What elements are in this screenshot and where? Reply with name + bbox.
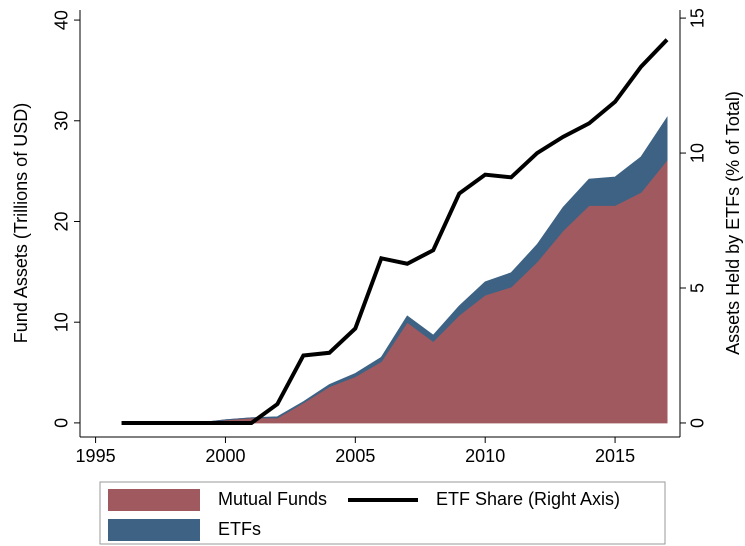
y-tick-label: 20 bbox=[52, 211, 72, 231]
y-tick-label: 40 bbox=[52, 10, 72, 30]
x-tick-label: 2005 bbox=[335, 446, 375, 466]
y-tick-label: 10 bbox=[52, 312, 72, 332]
legend-label: Mutual Funds bbox=[218, 489, 327, 509]
legend-swatch bbox=[108, 489, 200, 511]
y-tick-label: 0 bbox=[52, 418, 72, 428]
x-tick-label: 2010 bbox=[465, 446, 505, 466]
legend-swatch bbox=[108, 519, 200, 541]
legend-label: ETF Share (Right Axis) bbox=[436, 489, 620, 509]
y2-tick-label: 15 bbox=[688, 8, 708, 28]
area bbox=[121, 116, 668, 424]
x-tick-label: 1995 bbox=[76, 446, 116, 466]
line bbox=[121, 38, 669, 425]
y-axis-title: Fund Assets (Trillions of USD) bbox=[11, 103, 31, 343]
y-tick-label: 30 bbox=[52, 111, 72, 131]
y2-axis-title: Assets Held by ETFs (% of Total) bbox=[723, 91, 743, 355]
x-tick-label: 2015 bbox=[595, 446, 635, 466]
y2-tick-label: 5 bbox=[688, 283, 708, 293]
y2-tick-label: 0 bbox=[688, 418, 708, 428]
legend-label: ETFs bbox=[218, 519, 261, 539]
y2-tick-label: 10 bbox=[688, 143, 708, 163]
x-tick-label: 2000 bbox=[205, 446, 245, 466]
